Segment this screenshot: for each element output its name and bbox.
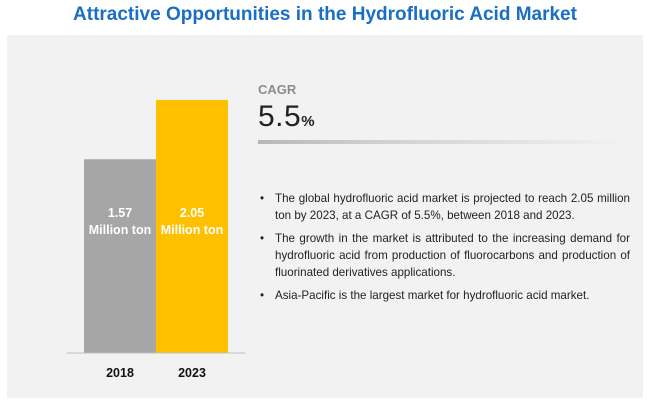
cagr-number: 5.5 bbox=[258, 100, 302, 133]
cagr-underline bbox=[258, 140, 628, 144]
x-tick-label-2023: 2023 bbox=[178, 366, 206, 380]
cagr-label: CAGR bbox=[258, 82, 297, 97]
bullet-icon: • bbox=[260, 192, 265, 205]
cagr-value: 5.5% bbox=[258, 100, 315, 134]
insight-text: Asia-Pacific is the largest market for h… bbox=[275, 289, 590, 302]
insight-item: • The global hydrofluoric acid market is … bbox=[258, 190, 630, 224]
data-label-2018-line-1: 1.57 bbox=[108, 206, 132, 220]
x-tick-label-2018: 2018 bbox=[106, 366, 134, 380]
data-label-2018-line-2: Million ton bbox=[89, 223, 151, 237]
chart-title: Attractive Opportunities in the Hydroflu… bbox=[73, 4, 577, 25]
insight-text: The global hydrofluoric acid market is p… bbox=[275, 192, 630, 222]
data-label-2023-line-2: Million ton bbox=[161, 223, 223, 237]
bar-2023 bbox=[156, 100, 228, 353]
insight-item: • The growth in the market is attributed … bbox=[258, 230, 630, 281]
insight-item: • Asia-Pacific is the largest market for … bbox=[258, 287, 630, 304]
insight-text: The growth in the market is attributed t… bbox=[275, 232, 630, 279]
cagr-unit: % bbox=[301, 113, 316, 130]
bullet-icon: • bbox=[260, 232, 265, 245]
key-insights-list: • The global hydrofluoric acid market is … bbox=[258, 190, 630, 310]
bullet-icon: • bbox=[260, 289, 265, 302]
bar-2018 bbox=[84, 159, 156, 353]
data-label-2023-line-1: 2.05 bbox=[180, 206, 204, 220]
